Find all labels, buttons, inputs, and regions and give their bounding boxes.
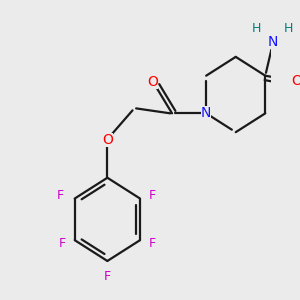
Text: F: F bbox=[104, 270, 111, 283]
Text: N: N bbox=[201, 106, 211, 120]
Text: F: F bbox=[149, 189, 156, 202]
Text: H: H bbox=[252, 22, 261, 34]
Text: N: N bbox=[267, 35, 278, 49]
Text: F: F bbox=[58, 237, 66, 250]
Text: F: F bbox=[57, 189, 64, 202]
Text: O: O bbox=[102, 133, 113, 147]
Text: F: F bbox=[149, 237, 156, 250]
Text: O: O bbox=[291, 74, 300, 88]
Text: H: H bbox=[284, 22, 293, 34]
Text: O: O bbox=[147, 75, 158, 88]
